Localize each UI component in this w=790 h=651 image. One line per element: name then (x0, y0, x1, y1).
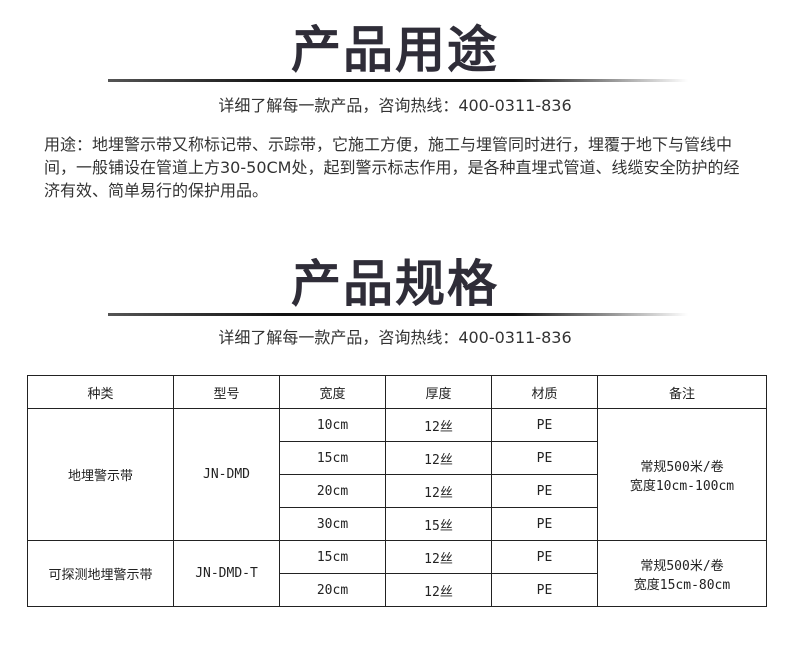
width-cell: 10cm (279, 408, 386, 442)
thickness-cell: 12丝 (385, 408, 492, 442)
thickness-cell: 12丝 (385, 441, 492, 475)
table-row: 地埋警示带 JN-DMD 10cm 12丝 PE 常规500米/卷 宽度10cm-100cm (27, 408, 767, 541)
model-cell: JN-DMD (173, 408, 280, 541)
width-cell: 15cm (279, 540, 386, 574)
thickness-cell: 15丝 (385, 507, 492, 541)
type-cell: 可探测地埋警示带 (27, 540, 174, 607)
spec-divider (108, 313, 688, 316)
width-cell: 20cm (279, 474, 386, 508)
usage-title: 产品用途 (291, 21, 499, 79)
header-cell: 备注 (597, 375, 767, 409)
material-cell: PE (491, 408, 598, 442)
width-cell: 20cm (279, 573, 386, 607)
note-cell: 常规500米/卷 宽度15cm-80cm (597, 540, 767, 607)
header-cell: 厚度 (385, 375, 492, 409)
table-row: 30cm 15丝 PE (28, 507, 767, 541)
header-cell: 种类 (27, 375, 174, 409)
spec-table: 种类 型号 宽度 厚度 材质 备注 地埋警示带 JN-DMD 10cm 12丝 PE 常规… (27, 375, 767, 607)
spec-title: 产品规格 (291, 255, 499, 313)
note-line: 宽度10cm-100cm (629, 478, 735, 494)
material-cell: PE (491, 474, 598, 508)
thickness-cell: 12丝 (385, 474, 492, 508)
table-header-row: 种类 型号 宽度 厚度 材质 备注 (27, 375, 767, 409)
table-row: 15cm 12丝 PE (28, 441, 767, 475)
note-cell: 常规500米/卷 宽度10cm-100cm (597, 408, 767, 541)
material-cell: PE (491, 540, 598, 574)
material-cell: PE (491, 573, 598, 607)
table-row: 20cm 12丝 PE (28, 474, 767, 508)
spec-hotline: 详细了解每一款产品，咨询热线：400-0311-836 (218, 328, 572, 347)
header-cell: 宽度 (279, 375, 386, 409)
thickness-cell: 12丝 (385, 540, 492, 574)
usage-description: 用途：地埋警示带又称标记带、示踪带，它施工方便，施工与埋管同时进行，埋覆于地下与… (44, 135, 740, 200)
material-cell: PE (491, 441, 598, 475)
header-cell: 型号 (173, 375, 280, 409)
type-cell: 地埋警示带 (27, 408, 174, 541)
table-row: 20cm 12丝 PE (28, 573, 767, 607)
width-cell: 30cm (279, 507, 386, 541)
note-line: 宽度15cm-80cm (633, 577, 731, 593)
usage-divider (108, 79, 688, 82)
note-line: 常规500米/卷 (640, 558, 724, 574)
width-cell: 15cm (279, 441, 386, 475)
thickness-cell: 12丝 (385, 573, 492, 607)
note-line: 常规500米/卷 (640, 459, 724, 475)
table-row: 可探测地埋警示带 JN-DMD-T 15cm 12丝 PE 常规500米/卷 宽度15cm-… (27, 540, 767, 607)
material-cell: PE (491, 507, 598, 541)
model-cell: JN-DMD-T (173, 540, 280, 607)
usage-hotline: 详细了解每一款产品，咨询热线：400-0311-836 (218, 96, 572, 115)
header-cell: 材质 (491, 375, 598, 409)
